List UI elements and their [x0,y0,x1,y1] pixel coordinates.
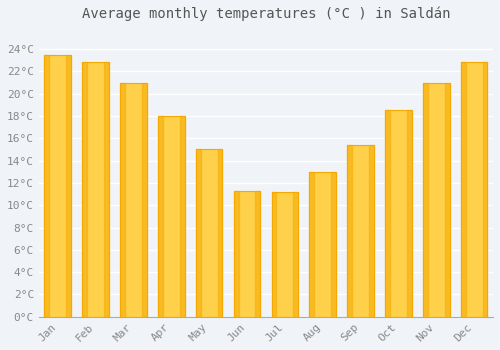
Bar [461,62,466,317]
Bar [348,145,352,317]
Bar [385,111,411,317]
Bar [272,192,276,317]
Bar [423,83,450,317]
Bar [369,145,374,317]
Bar [196,149,222,317]
Bar [120,83,125,317]
Bar [348,145,374,317]
Bar [423,83,428,317]
Bar [256,191,260,317]
Bar [104,62,109,317]
Bar [180,116,184,317]
Bar [44,55,71,317]
Bar [272,192,298,317]
Bar [407,111,412,317]
Bar [310,172,336,317]
Bar [385,111,390,317]
Bar [66,55,71,317]
Bar [234,191,238,317]
Bar [461,62,487,317]
Bar [310,172,314,317]
Bar [158,116,163,317]
Bar [142,83,146,317]
Bar [158,116,184,317]
Bar [196,149,200,317]
Bar [234,191,260,317]
Bar [482,62,488,317]
Bar [44,55,50,317]
Bar [331,172,336,317]
Bar [82,62,87,317]
Bar [120,83,146,317]
Bar [445,83,450,317]
Bar [82,62,109,317]
Title: Average monthly temperatures (°C ) in Saldán: Average monthly temperatures (°C ) in Sa… [82,7,450,21]
Bar [294,192,298,317]
Bar [218,149,222,317]
